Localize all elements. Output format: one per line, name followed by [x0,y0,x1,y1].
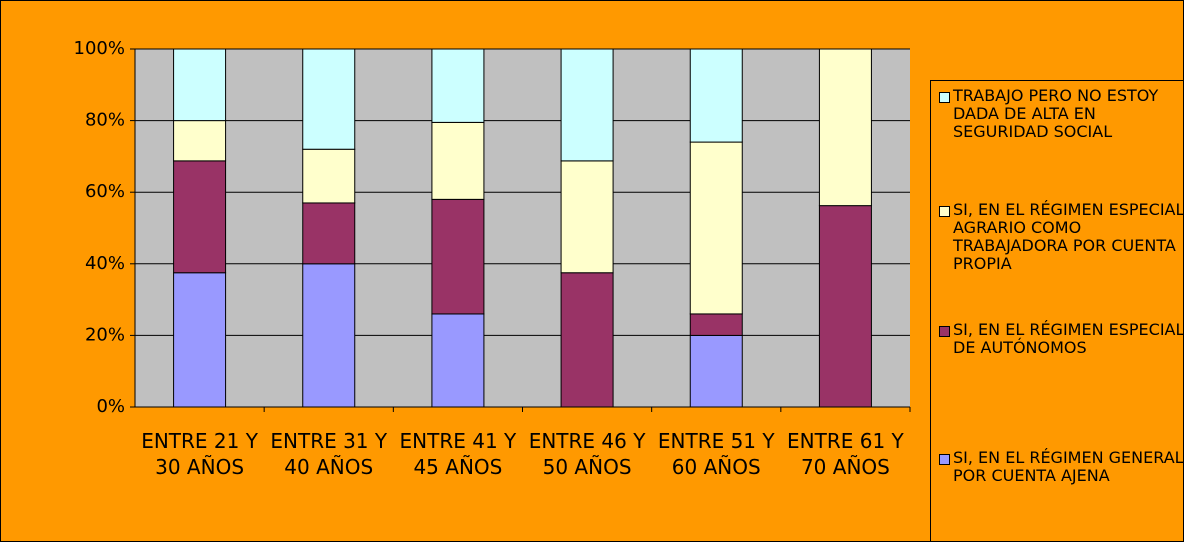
bar-segment [689,334,743,408]
bar-segment [302,263,356,408]
bar-segment [431,121,485,200]
legend-label: SI, EN EL RÉGIMEN ESPECIAL AGRARIO COMO … [953,200,1184,273]
bar-segment [560,160,614,274]
y-tick-label: 0% [96,396,125,417]
bar-segment [302,48,356,150]
legend-swatch [939,92,950,103]
legend-label: SI, EN EL RÉGIMEN GENERAL POR CUENTA AJE… [953,448,1184,485]
x-tick-label: ENTRE 46 Y 50 AÑOS [528,429,646,479]
legend-item: SI, EN EL RÉGIMEN ESPECIAL AGRARIO COMO … [939,201,1184,273]
legend-item: TRABAJO PERO NO ESTOY DADA DE ALTA EN SE… [939,87,1184,141]
x-tick-label: ENTRE 41 Y 45 AÑOS [399,429,517,479]
legend-swatch [939,206,950,217]
legend-label: TRABAJO PERO NO ESTOY DADA DE ALTA EN SE… [953,86,1159,141]
bar-segment [431,48,485,123]
y-tick-label: 100% [74,38,125,59]
legend-item: SI, EN EL RÉGIMEN GENERAL POR CUENTA AJE… [939,449,1184,485]
bar-segment [431,313,485,408]
bar-segment [173,48,227,122]
x-tick-label: ENTRE 31 Y 40 AÑOS [270,429,388,479]
bar-segment [560,48,614,162]
y-tick-label: 60% [85,181,125,202]
legend-label: SI, EN EL RÉGIMEN ESPECIAL DE AUTÓNOMOS [953,320,1184,357]
bar-segment [431,198,485,315]
x-tick-label: ENTRE 61 Y 70 AÑOS [787,429,904,479]
bar-segment [302,202,356,265]
bar-segment [173,160,227,274]
legend: TRABAJO PERO NO ESTOY DADA DE ALTA EN SE… [930,80,1184,542]
bar-segment [818,205,872,408]
bar-segment [302,148,356,204]
bar-segment [689,48,743,143]
y-tick-label: 40% [85,253,125,274]
x-tick-label: ENTRE 51 Y 60 AÑOS [657,429,775,479]
y-tick-label: 80% [85,110,125,131]
bar-segment [689,141,743,315]
x-tick-label: ENTRE 21 Y 30 AÑOS [141,429,258,479]
bar-segment [173,120,227,162]
bar-segment [689,313,743,336]
bar-segment [173,272,227,408]
legend-swatch [939,326,950,337]
plot-area [135,49,910,407]
legend-item: SI, EN EL RÉGIMEN ESPECIAL DE AUTÓNOMOS [939,321,1184,357]
legend-swatch [939,454,950,465]
y-tick-label: 20% [85,324,125,345]
bar-segment [818,48,872,207]
bar-segment [560,272,614,408]
